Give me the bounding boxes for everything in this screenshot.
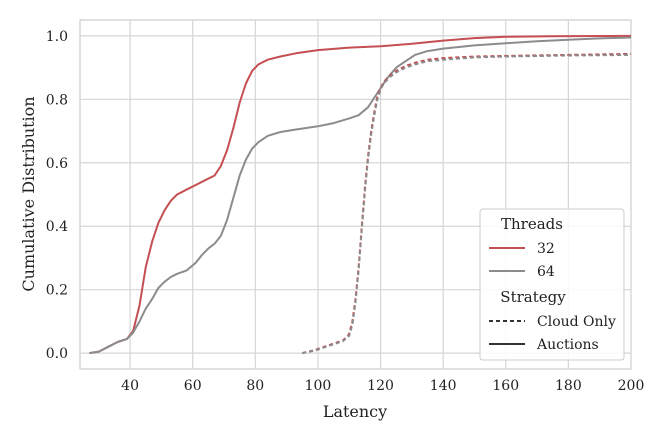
series-group (89, 34, 632, 355)
y-tick-label: 0.8 (46, 92, 68, 108)
legend-threads-title: Threads (501, 215, 563, 233)
legend-label-auctions: Auctions (536, 337, 599, 353)
y-tick-label: 0.4 (46, 219, 68, 235)
x-tick-label: 160 (492, 378, 519, 394)
x-tick-label: 100 (305, 378, 332, 394)
y-tick-label: 0.2 (46, 283, 68, 299)
legend: Threads 32 64 Strategy Cloud Only Auctio… (479, 208, 625, 361)
y-axis-label: Cumulative Distribution (19, 96, 38, 291)
legend-label-32: 32 (537, 241, 555, 257)
x-tick-label: 180 (555, 378, 582, 394)
y-tick-label: 0.6 (46, 156, 68, 172)
series-line-64-auctions (89, 36, 632, 355)
y-tick-labels: 0.0 0.2 0.4 0.6 0.8 1.0 (46, 29, 68, 362)
legend-box (479, 208, 625, 361)
legend-label-cloud-only: Cloud Only (537, 314, 616, 330)
x-tick-label: 40 (121, 378, 139, 394)
x-tick-labels: 40 60 80 100 120 140 160 180 200 (121, 378, 644, 394)
y-tick-label: 0.0 (46, 346, 68, 362)
legend-label-64: 64 (537, 264, 555, 280)
series-line-64-cloud-only (302, 53, 632, 355)
y-tick-label: 1.0 (46, 29, 68, 45)
series-line-32-auctions (89, 34, 632, 355)
legend-strategy-title: Strategy (500, 288, 566, 306)
x-axis-label: Latency (323, 402, 387, 421)
x-tick-label: 60 (184, 378, 202, 394)
x-tick-label: 200 (618, 378, 645, 394)
x-tick-label: 80 (246, 378, 264, 394)
x-tick-label: 140 (430, 378, 457, 394)
x-tick-label: 120 (367, 378, 394, 394)
